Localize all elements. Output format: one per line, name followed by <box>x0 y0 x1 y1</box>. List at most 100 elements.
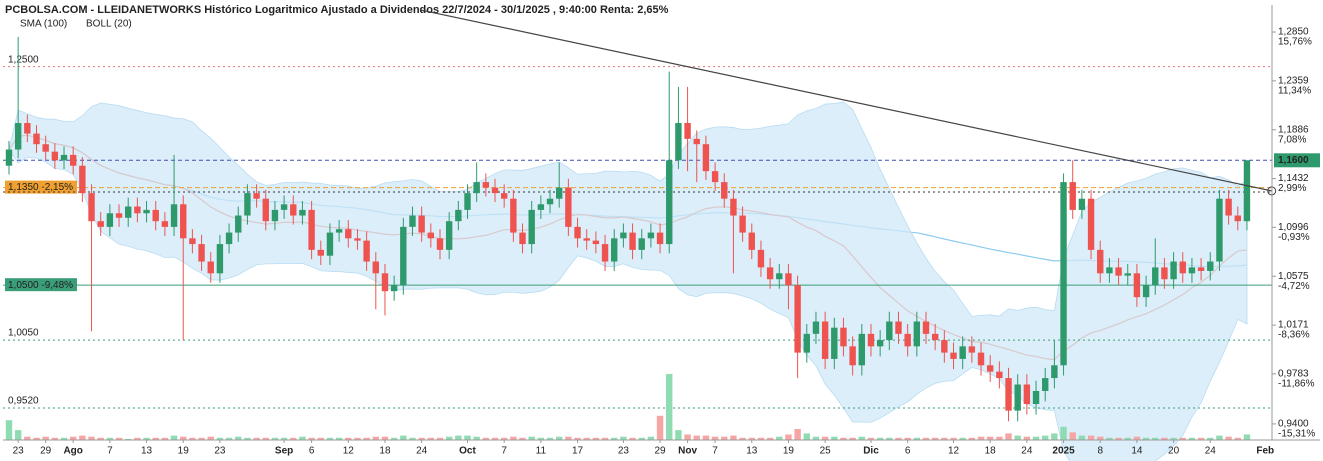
x-tick-label: 29 <box>655 446 667 457</box>
candle-body <box>1097 249 1104 274</box>
volume-bar <box>1152 437 1159 440</box>
volume-bar <box>161 437 169 440</box>
volume-bar <box>675 430 682 440</box>
candle-body <box>225 232 233 245</box>
candle-body <box>354 238 361 241</box>
volume-bar <box>1179 437 1186 440</box>
candle-body <box>445 221 453 250</box>
volume-bar <box>537 437 545 440</box>
volume-bar <box>693 435 700 440</box>
volume-bar <box>79 435 86 440</box>
candle-body <box>271 209 279 222</box>
y-tick-pct: 7,08% <box>1278 134 1306 145</box>
candle-body <box>51 151 59 161</box>
candle-body <box>1161 267 1168 280</box>
candle-body <box>14 123 22 150</box>
volume-bar <box>629 437 636 440</box>
volume-bar <box>271 437 279 440</box>
candle-body <box>693 138 700 145</box>
candle-body <box>785 273 792 286</box>
x-tick-label: 24 <box>1021 446 1033 457</box>
volume-bar <box>849 437 856 440</box>
volume-bar <box>730 435 737 440</box>
candle-body <box>1225 198 1232 216</box>
candle-body <box>326 232 334 256</box>
volume-bar <box>996 436 1003 440</box>
boll-line <box>8 134 1248 361</box>
candle-body <box>601 244 609 262</box>
volume-bar <box>418 437 425 440</box>
volume-bar <box>290 437 297 440</box>
volume-bar <box>950 437 957 440</box>
volume-bar <box>134 437 141 440</box>
candle-body <box>1106 267 1113 274</box>
volume-bar <box>592 437 600 440</box>
y-tick-label: 1,2359 <box>1278 75 1309 86</box>
candle-body <box>684 123 691 139</box>
candle-body <box>189 238 196 245</box>
candle-body <box>1207 261 1214 271</box>
volume-bar <box>574 437 581 440</box>
level-label-box <box>5 278 77 292</box>
volume-bar <box>611 437 618 440</box>
candle-body <box>1170 261 1177 280</box>
volume-bar <box>803 433 810 440</box>
candle-body <box>106 213 114 227</box>
x-tick-label: Dic <box>863 446 879 457</box>
volume-bar <box>326 437 334 440</box>
level-label-box <box>5 180 77 194</box>
volume-bar <box>757 437 765 440</box>
y-tick-label: 0,9783 <box>1278 368 1309 379</box>
volume-bar <box>904 437 911 440</box>
volume-bar <box>409 437 416 440</box>
volume-bar <box>840 437 847 440</box>
volume-bar <box>354 437 361 440</box>
candle-body <box>556 187 563 199</box>
candle-body <box>464 193 471 210</box>
volume-bar <box>794 429 801 440</box>
x-tick-label: Ago <box>63 446 82 457</box>
candle-body <box>592 240 600 245</box>
candle-body <box>840 327 847 347</box>
candle-body <box>1133 273 1141 298</box>
volume-bar <box>299 436 306 440</box>
candle-body <box>363 240 370 262</box>
candle-body <box>161 221 169 227</box>
candle-body <box>812 321 820 334</box>
candle-body <box>390 285 398 292</box>
candle-body <box>519 232 526 245</box>
level-label: 1,2500 <box>8 54 39 65</box>
legend-entry: BOLL (20) <box>86 19 132 30</box>
candle-body <box>611 238 618 262</box>
volume-bar <box>821 436 829 440</box>
candle-body <box>858 333 866 366</box>
volume-bar <box>445 436 453 440</box>
candle-body <box>950 352 957 359</box>
candle-body <box>115 213 123 218</box>
candle-body <box>904 333 911 347</box>
volume-bar <box>519 437 526 440</box>
volume-bar <box>244 437 251 440</box>
volume-bar <box>1060 426 1067 440</box>
x-tick-label: 7 <box>712 446 718 457</box>
candle-body <box>152 209 159 222</box>
candle-body <box>125 206 132 218</box>
candle-body <box>739 215 746 233</box>
volume-bar <box>968 437 976 440</box>
candle-body <box>143 209 150 214</box>
x-tick-label: 24 <box>416 446 428 457</box>
candle-body <box>977 352 985 366</box>
candle-body <box>418 215 425 233</box>
candle-body <box>776 273 783 280</box>
candle-body <box>1060 182 1067 366</box>
x-tick-label: 24 <box>1205 446 1217 457</box>
volume-bar <box>97 437 104 440</box>
candle-body <box>821 321 829 359</box>
volume-bar <box>1124 437 1131 440</box>
volume-bar <box>14 430 22 440</box>
candle-body <box>290 204 297 216</box>
candle-body <box>381 273 389 292</box>
volume-bar <box>60 437 68 440</box>
candle-body <box>262 198 269 222</box>
volume-bar <box>785 434 792 440</box>
